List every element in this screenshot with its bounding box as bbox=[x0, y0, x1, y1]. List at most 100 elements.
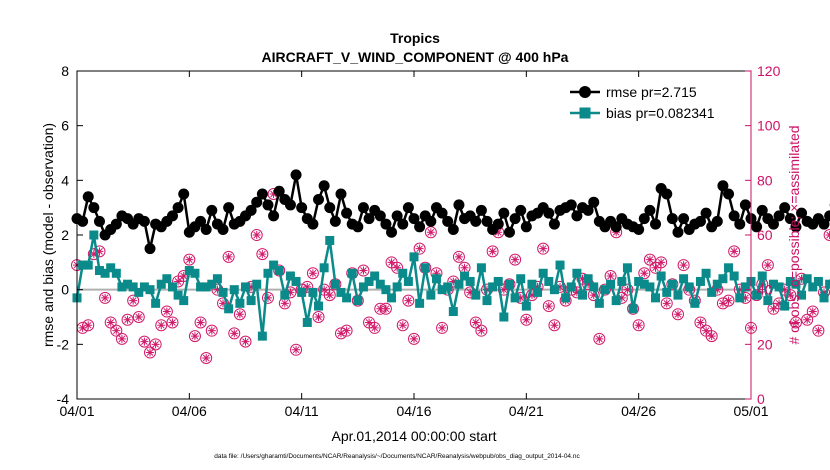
obs-assimilated-point bbox=[308, 269, 317, 278]
obs-assimilated-point bbox=[123, 315, 132, 324]
obs-assimilated-point bbox=[477, 326, 486, 335]
obs-possible-point bbox=[671, 308, 684, 321]
bias-point bbox=[218, 287, 228, 297]
bias-point bbox=[420, 263, 430, 273]
obs-assimilated-point bbox=[258, 250, 267, 259]
bias-point bbox=[106, 263, 116, 273]
rmse-point bbox=[110, 218, 122, 230]
obs-assimilated-point bbox=[623, 285, 632, 294]
obs-possible-point bbox=[632, 319, 645, 332]
bias-point bbox=[224, 304, 234, 314]
obs-assimilated-point bbox=[320, 285, 329, 294]
rmse-point bbox=[397, 218, 409, 230]
bias-point bbox=[724, 263, 734, 273]
x-tick-label: 05/01 bbox=[733, 403, 768, 419]
footnote: data file: /Users/gharamti/Documents/NCA… bbox=[214, 453, 580, 460]
obs-assimilated-point bbox=[101, 293, 110, 302]
rmse-point bbox=[824, 210, 830, 222]
obs-assimilated-point bbox=[775, 299, 784, 308]
bias-point bbox=[257, 331, 267, 341]
bias-point bbox=[235, 298, 245, 308]
rmse-point bbox=[166, 210, 178, 222]
obs-assimilated-point bbox=[106, 318, 115, 327]
bias-point bbox=[752, 290, 762, 300]
bias-point bbox=[415, 298, 425, 308]
rmse-point bbox=[352, 221, 364, 233]
obs-assimilated-point bbox=[820, 288, 829, 297]
obs-possible-point bbox=[812, 324, 825, 337]
obs-possible-point bbox=[548, 319, 561, 332]
legend-bias-label: bias pr=0.082341 bbox=[606, 105, 715, 121]
obs-possible-point bbox=[452, 250, 465, 263]
bias-point bbox=[802, 274, 812, 284]
obs-possible-point bbox=[121, 313, 134, 326]
bias-point bbox=[285, 271, 295, 281]
bias-point bbox=[252, 279, 262, 289]
bias-point bbox=[297, 287, 307, 297]
rmse-point bbox=[756, 204, 768, 216]
rmse-point bbox=[307, 218, 319, 230]
obs-possible-point bbox=[638, 267, 651, 280]
bias-point bbox=[634, 276, 644, 286]
bias-point bbox=[622, 263, 632, 273]
rmse-point bbox=[515, 204, 527, 216]
obs-possible-point bbox=[694, 316, 707, 329]
obs-assimilated-point bbox=[634, 321, 643, 330]
rmse-point bbox=[402, 202, 414, 214]
bias-point bbox=[431, 274, 441, 284]
rmse-point bbox=[380, 218, 392, 230]
bias-point bbox=[673, 290, 683, 300]
obs-assimilated-point bbox=[398, 321, 407, 330]
y-axis-right-label: # of obs: o=possible; ×=assimilated bbox=[786, 125, 802, 344]
obs-possible-point bbox=[155, 319, 168, 332]
rmse-point bbox=[447, 224, 459, 236]
obs-assimilated-point bbox=[640, 269, 649, 278]
obs-assimilated-point bbox=[466, 288, 475, 297]
bias-point bbox=[707, 287, 717, 297]
obs-assimilated-point bbox=[702, 326, 711, 335]
obs-assimilated-point bbox=[286, 288, 295, 297]
bias-point bbox=[358, 282, 368, 292]
obs-assimilated-point bbox=[174, 277, 183, 286]
obs-assimilated-point bbox=[606, 272, 615, 280]
rmse-point bbox=[178, 188, 190, 200]
obs-possible-point bbox=[110, 324, 123, 337]
obs-assimilated-point bbox=[410, 334, 418, 343]
bias-point bbox=[263, 268, 273, 278]
obs-assimilated-point bbox=[146, 348, 155, 357]
bias-point bbox=[319, 263, 329, 273]
obs-possible-point bbox=[228, 327, 241, 340]
obs-assimilated-point bbox=[516, 293, 525, 302]
rmse-point bbox=[290, 169, 302, 181]
obs-assimilated-point bbox=[499, 285, 508, 294]
obs-assimilated-point bbox=[527, 291, 536, 300]
bias-point bbox=[123, 279, 133, 289]
obs-assimilated-point bbox=[595, 334, 604, 343]
rmse-point bbox=[374, 210, 386, 222]
x-tick-label: 04/06 bbox=[172, 403, 207, 419]
bias-point bbox=[729, 271, 739, 281]
rmse-point bbox=[492, 218, 504, 230]
bias-point bbox=[375, 279, 385, 289]
bias-point bbox=[314, 301, 324, 311]
obs-assimilated-point bbox=[511, 255, 520, 264]
obs-possible-point bbox=[104, 316, 117, 329]
obs-possible-point bbox=[413, 242, 426, 255]
rmse-point bbox=[796, 207, 808, 219]
bias-point bbox=[482, 296, 492, 306]
obs-possible-point bbox=[188, 330, 201, 343]
obs-possible-point bbox=[200, 352, 213, 364]
bias-point bbox=[578, 290, 587, 300]
obs-assimilated-point bbox=[730, 247, 739, 256]
bias-point bbox=[645, 282, 655, 292]
legend-bias-marker bbox=[579, 107, 591, 119]
obs-assimilated-point bbox=[539, 244, 548, 253]
rmse-point bbox=[571, 210, 583, 222]
obs-assimilated-point bbox=[426, 228, 435, 237]
bias-point bbox=[566, 282, 576, 292]
bias-point bbox=[330, 279, 340, 289]
obs-possible-point bbox=[475, 324, 488, 337]
obs-assimilated-point bbox=[134, 313, 143, 321]
bias-point bbox=[600, 285, 610, 295]
obs-assimilated-point bbox=[157, 321, 166, 330]
